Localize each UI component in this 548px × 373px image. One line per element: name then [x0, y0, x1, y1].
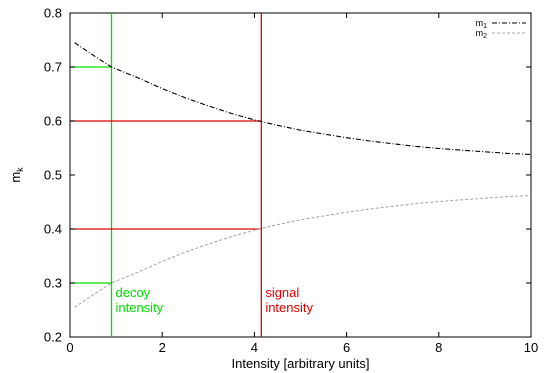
y-axis-label: mk	[8, 167, 25, 183]
x-tick-label: 2	[159, 340, 166, 355]
marker-label-1-1: intensity	[265, 300, 313, 315]
y-tick-label: 0.7	[44, 60, 62, 75]
marker-label-0-1: intensity	[115, 300, 163, 315]
legend-label-1: m2	[476, 28, 488, 40]
x-tick-label: 10	[524, 340, 538, 355]
y-axis-label-sub: k	[15, 167, 25, 172]
x-axis-label: Intensity [arbitrary units]	[232, 356, 370, 371]
x-tick-label: 8	[435, 340, 442, 355]
marker-lines	[70, 13, 262, 337]
ticks: 0 2 4 6 8 10 0.2 0.3 0.4 0.5 0.6 0.7 0.8	[44, 6, 538, 356]
legend-label-0: m1	[476, 18, 488, 30]
x-tick-label: 0	[66, 340, 73, 355]
y-tick-label: 0.5	[44, 168, 62, 183]
y-tick-label: 0.6	[44, 114, 62, 129]
y-tick-label: 0.4	[44, 222, 62, 237]
x-tick-label: 6	[343, 340, 350, 355]
y-tick-label: 0.3	[44, 276, 62, 291]
y-tick-label: 0.8	[44, 6, 62, 21]
series-line-1	[74, 194, 532, 308]
series-layer	[74, 42, 532, 308]
y-axis-label-main: m	[8, 172, 23, 183]
marker-label-0-0: decoy	[115, 285, 150, 300]
marker-label-1-0: signal	[265, 285, 299, 300]
series-line-0	[74, 42, 532, 156]
x-tick-label: 4	[251, 340, 258, 355]
y-tick-label: 0.2	[44, 330, 62, 345]
